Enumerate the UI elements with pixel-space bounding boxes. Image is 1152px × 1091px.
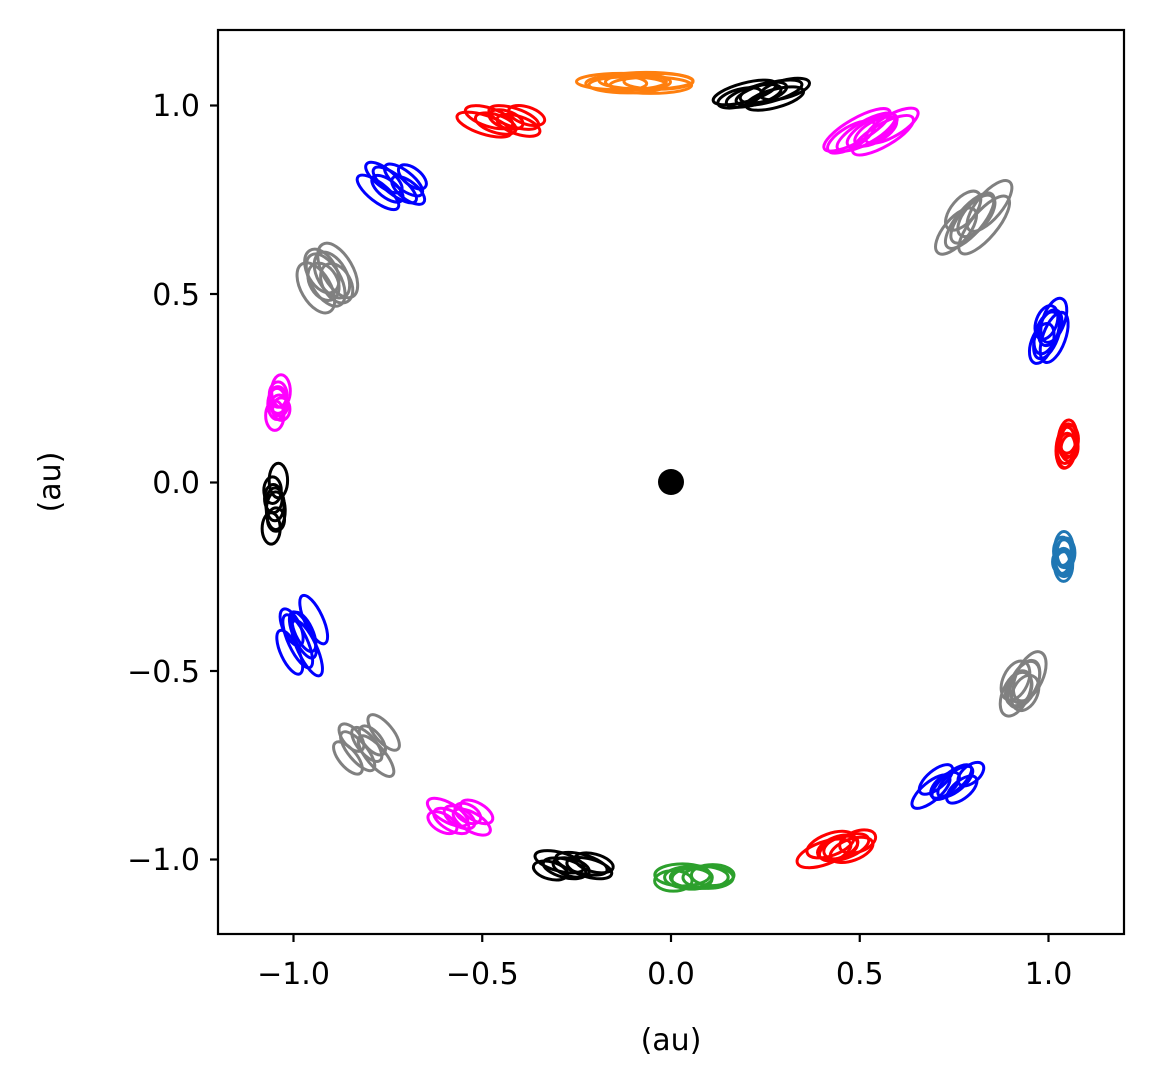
orbit-loop	[263, 482, 284, 515]
y-tick-label: −1.0	[127, 843, 200, 878]
orbit-loop	[453, 801, 483, 826]
orbit-loop	[332, 740, 364, 776]
orbit-group	[425, 796, 495, 837]
orbit-loop	[957, 194, 1011, 256]
orbit-loop	[319, 262, 355, 305]
x-axis-label: (au)	[641, 1023, 702, 1058]
orbit-loop	[290, 619, 324, 678]
orbit-group	[795, 828, 878, 870]
central-body-marker	[658, 469, 684, 495]
x-tick-label: 1.0	[1025, 957, 1073, 992]
orbit-group	[1054, 418, 1080, 470]
orbit-loop	[734, 78, 804, 107]
x-tick-label: 0.5	[836, 957, 884, 992]
orbit-loop	[271, 396, 292, 422]
orbit-group	[264, 373, 292, 432]
x-axis: −1.0 −0.5 0.0 0.5 1.0 (au)	[257, 934, 1072, 1058]
orbit-loop	[357, 724, 387, 757]
orbit-loop	[495, 112, 542, 138]
y-axis: 1.0 0.5 0.0 −0.5 −1.0 (au)	[33, 89, 218, 878]
orbit-group	[934, 179, 1014, 256]
orbit-groups	[260, 70, 1080, 893]
orbit-loop	[689, 863, 736, 888]
orbit-loop	[945, 774, 979, 805]
orbit-loop	[290, 610, 318, 654]
orbit-loop	[1053, 550, 1075, 579]
orbit-loop	[298, 593, 330, 646]
orbit-loop	[459, 798, 495, 826]
orbit-group	[711, 76, 811, 112]
orbit-loop	[396, 163, 428, 191]
orbit-loop	[758, 76, 811, 102]
y-tick-label: −0.5	[127, 655, 200, 690]
orbit-loop	[851, 113, 915, 157]
orbit-loop	[304, 252, 347, 308]
orbit-loop	[838, 828, 878, 855]
orbit-loop	[265, 506, 287, 533]
orbit-group	[1027, 296, 1070, 365]
orbit-loop	[956, 760, 986, 788]
orbit-group	[653, 862, 736, 893]
orbit-group	[822, 106, 920, 157]
orbit-loop	[622, 72, 695, 91]
orbit-loop	[965, 179, 1014, 233]
orbit-loop	[270, 373, 292, 409]
orbit-group	[531, 849, 615, 882]
orbit-loop	[281, 613, 315, 670]
orbit-loop	[917, 763, 955, 796]
orbit-loop	[936, 764, 975, 799]
y-tick-label: 0.0	[152, 466, 200, 501]
orbit-loop	[1053, 529, 1075, 570]
orbit-loop	[355, 173, 401, 212]
orbit-loop	[356, 734, 396, 778]
orbit-loop	[390, 174, 427, 206]
orbit-loop	[1011, 650, 1048, 703]
orbit-group	[260, 461, 290, 546]
orbit-group	[455, 103, 547, 139]
orbit-loop	[822, 107, 892, 153]
orbit-group	[275, 593, 330, 678]
orbit-group	[998, 650, 1048, 718]
orbit-loop	[366, 713, 401, 752]
orbit-loop	[1008, 659, 1042, 705]
orbit-loop	[1038, 310, 1070, 364]
orbit-loop	[507, 103, 547, 128]
x-tick-label: 0.0	[647, 957, 695, 992]
x-tick-label: −1.0	[257, 957, 330, 992]
orbit-loop	[316, 241, 360, 300]
orbit-loop	[295, 261, 337, 315]
orbit-loop	[1056, 418, 1079, 460]
orbit-group	[332, 713, 401, 778]
orbit-loop	[267, 461, 290, 500]
orbit-loop	[863, 106, 920, 145]
x-tick-label: −0.5	[446, 957, 519, 992]
orbit-loop	[1059, 433, 1080, 463]
orbit-group	[295, 241, 360, 315]
orbit-group	[355, 160, 428, 212]
y-tick-label: 0.5	[152, 278, 200, 313]
orbit-loop	[956, 193, 997, 239]
orbit-loop	[565, 855, 614, 881]
orbit-group	[1051, 529, 1077, 583]
orbit-group	[575, 70, 695, 95]
orbit-group	[910, 760, 986, 810]
orbit-loop	[451, 807, 492, 837]
orbit-loop	[1039, 296, 1069, 344]
y-axis-label: (au)	[33, 452, 68, 513]
orbit-loop	[573, 851, 615, 875]
y-tick-label: 1.0	[152, 89, 200, 124]
